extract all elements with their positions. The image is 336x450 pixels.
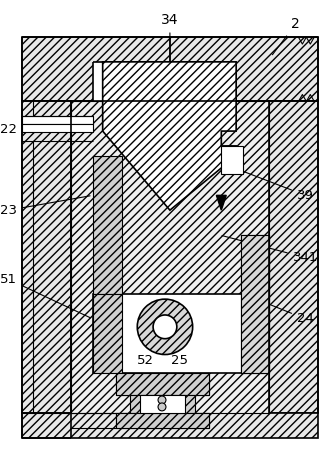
Bar: [116, 413, 209, 428]
Bar: [269, 101, 318, 413]
Bar: [241, 235, 269, 374]
Bar: [221, 146, 243, 174]
Bar: [93, 156, 122, 294]
Bar: [116, 374, 209, 395]
Circle shape: [137, 299, 193, 355]
Text: 52: 52: [137, 354, 154, 367]
Bar: [22, 116, 93, 124]
Text: 39: 39: [239, 170, 314, 202]
Circle shape: [158, 396, 166, 404]
Text: 24: 24: [271, 305, 314, 325]
Bar: [93, 62, 236, 101]
Bar: [241, 235, 269, 374]
Text: 34: 34: [161, 14, 179, 61]
Polygon shape: [103, 62, 236, 210]
Bar: [130, 395, 195, 413]
Bar: [22, 124, 93, 132]
Bar: [93, 294, 246, 374]
Bar: [22, 413, 318, 437]
Text: 23: 23: [0, 196, 90, 216]
Bar: [22, 101, 71, 413]
Bar: [116, 374, 209, 395]
Text: 51: 51: [0, 273, 90, 318]
Bar: [71, 101, 269, 413]
Text: 2: 2: [272, 17, 300, 55]
Circle shape: [158, 403, 166, 411]
Bar: [22, 37, 318, 101]
Circle shape: [153, 315, 177, 339]
Bar: [93, 294, 122, 374]
Text: 25: 25: [171, 354, 188, 367]
Text: 22: 22: [0, 122, 31, 135]
Bar: [116, 413, 209, 428]
Text: 341: 341: [222, 236, 318, 264]
Bar: [140, 395, 185, 413]
Polygon shape: [216, 195, 226, 210]
